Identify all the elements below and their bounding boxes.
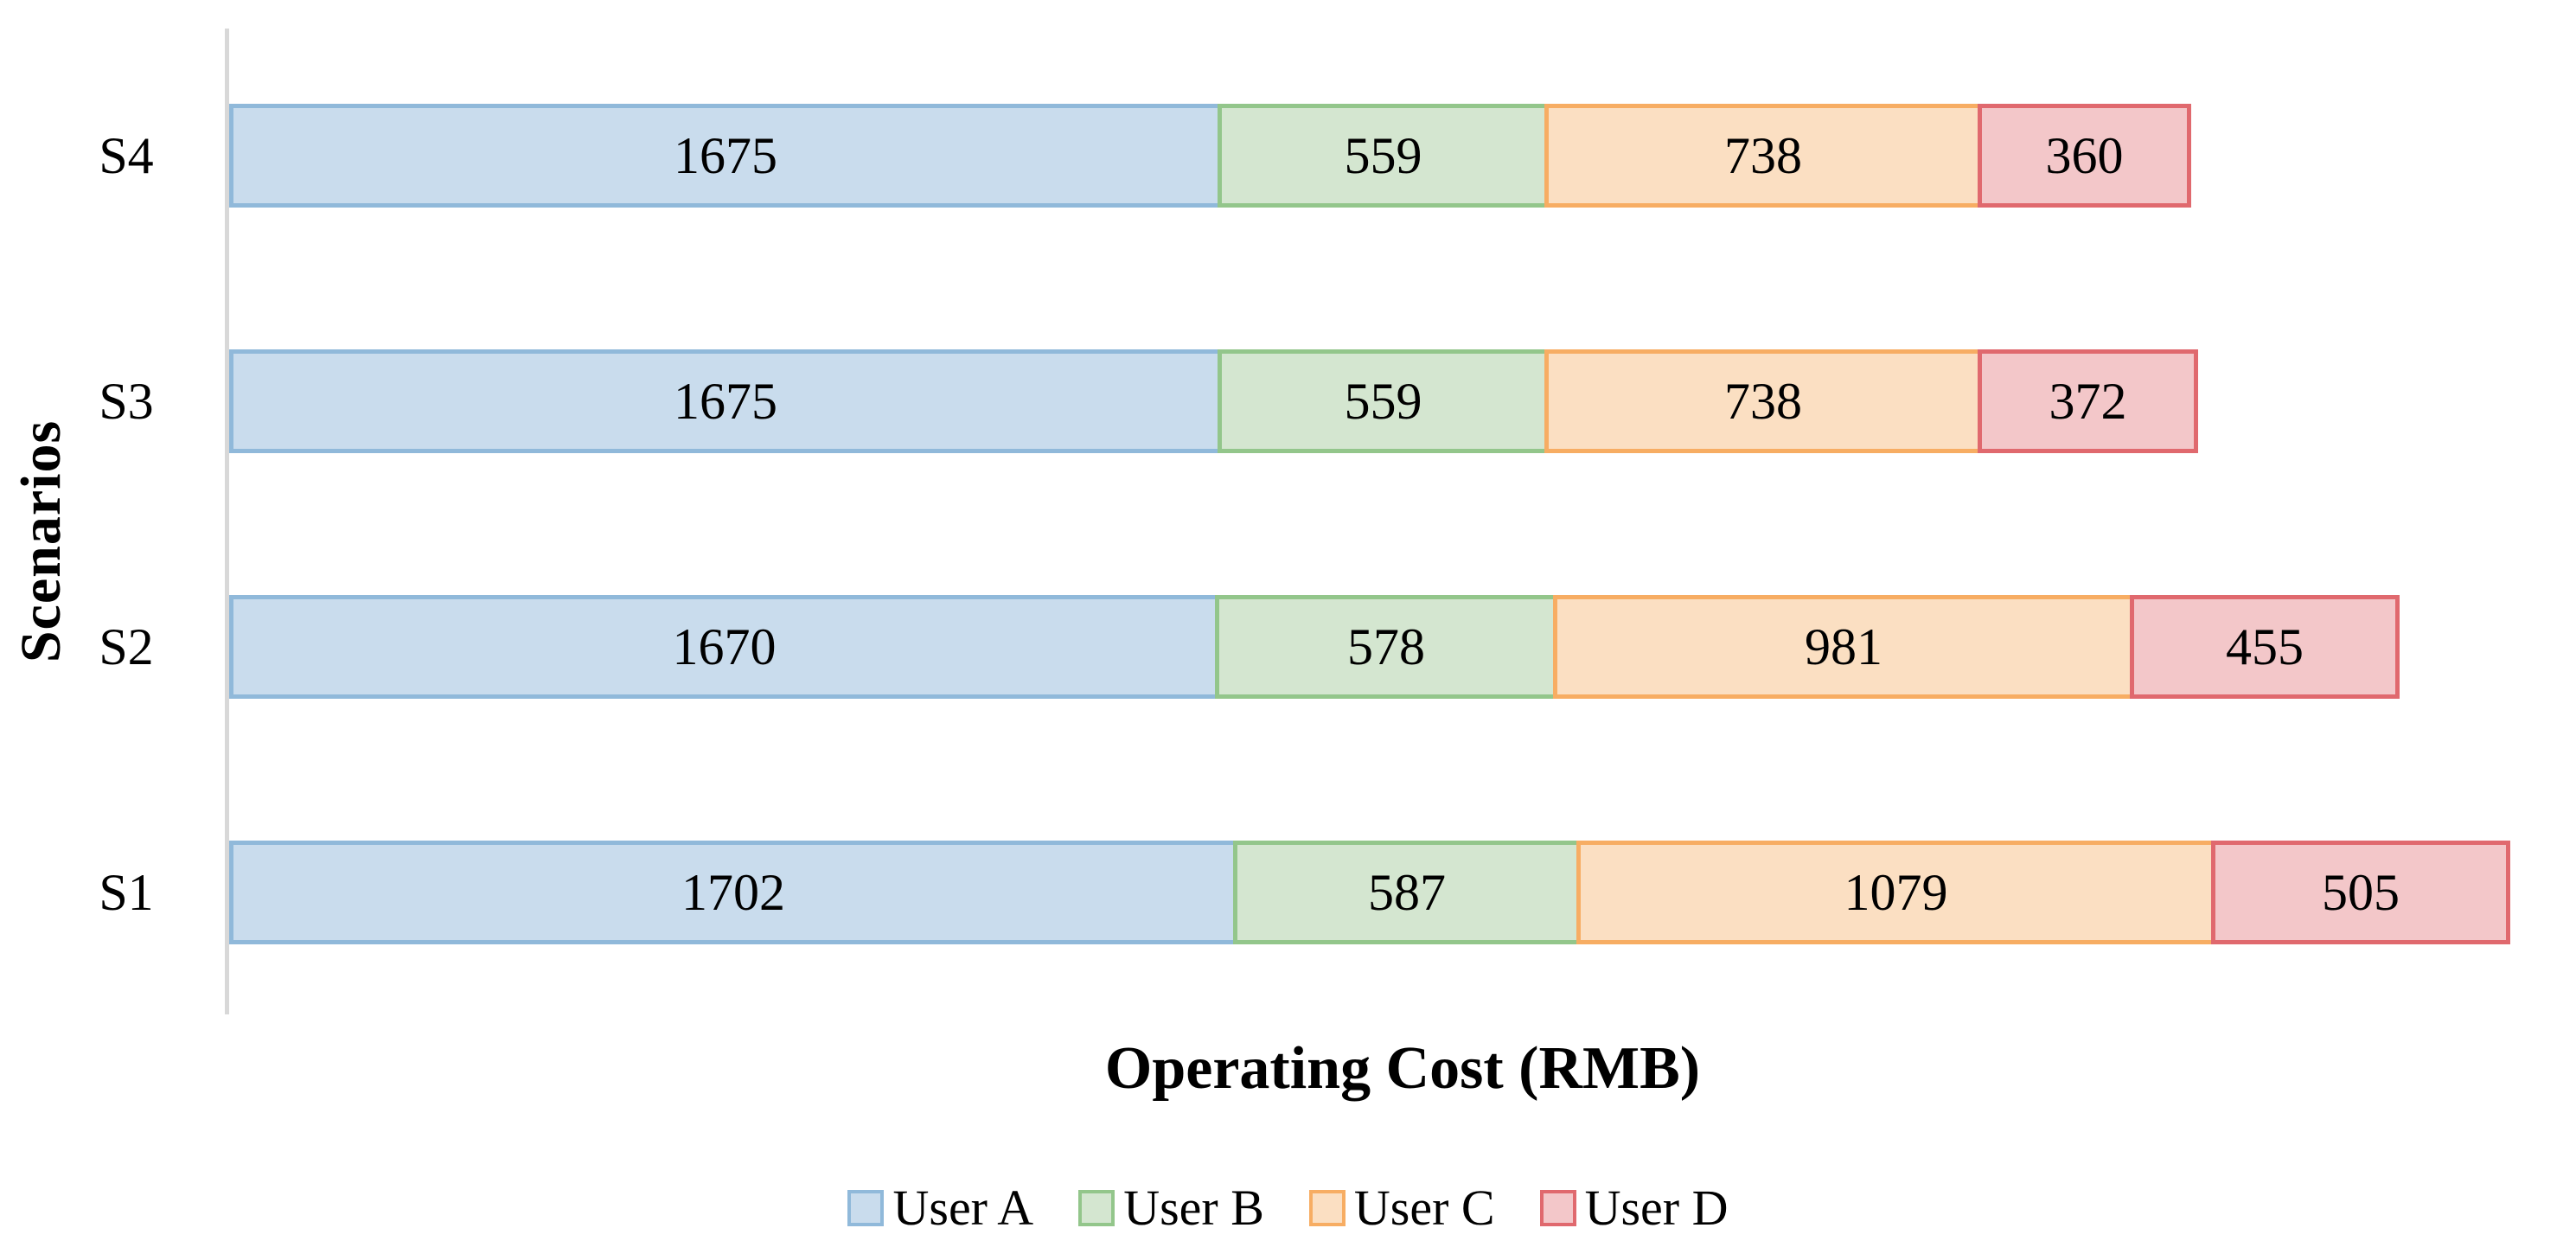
bar-value-label: 1079 xyxy=(1844,864,1948,921)
legend-item-user-c: User C xyxy=(1308,1180,1495,1236)
bar-value-label: 455 xyxy=(2226,618,2304,675)
legend-swatch-icon xyxy=(1078,1190,1115,1226)
legend-label: User D xyxy=(1584,1180,1729,1236)
bar-segment-user-c: 738 xyxy=(1544,349,1982,453)
legend-swatch-icon xyxy=(847,1190,885,1226)
bar-segment-user-d: 455 xyxy=(2130,595,2400,699)
bar-value-label: 1670 xyxy=(672,618,777,675)
legend-item-user-d: User D xyxy=(1539,1180,1729,1236)
bar-row-s3: 1675 559 738 372 xyxy=(229,349,2198,453)
bar-value-label: 1675 xyxy=(674,373,777,430)
category-label-s1: S1 xyxy=(99,863,154,921)
legend-swatch-icon xyxy=(1308,1190,1346,1226)
bar-segment-user-c: 738 xyxy=(1544,104,1982,208)
plot-area: 1675 559 738 360 1675 559 738 372 1670 578 981 455 1… xyxy=(229,29,2576,1014)
bar-value-label: 738 xyxy=(1724,127,1802,184)
bar-segment-user-d: 360 xyxy=(1978,104,2191,208)
bar-segment-user-a: 1670 xyxy=(229,595,1219,699)
bar-row-s4: 1675 559 738 360 xyxy=(229,104,2191,208)
bar-segment-user-b: 559 xyxy=(1218,104,1549,208)
bar-segment-user-b: 559 xyxy=(1218,349,1549,453)
bar-segment-user-a: 1675 xyxy=(229,349,1222,453)
y-axis-line xyxy=(225,29,229,1014)
legend-swatch-icon xyxy=(1539,1190,1576,1226)
bar-segment-user-c: 1079 xyxy=(1576,841,2215,944)
bar-row-s2: 1670 578 981 455 xyxy=(229,595,2400,699)
legend: User A User B User C User D xyxy=(0,1183,2576,1233)
category-label-s4: S4 xyxy=(99,126,154,184)
bar-value-label: 559 xyxy=(1344,127,1422,184)
bar-value-label: 372 xyxy=(2049,373,2127,430)
bar-value-label: 559 xyxy=(1344,373,1422,430)
legend-label: User B xyxy=(1123,1180,1264,1236)
legend-item-user-a: User A xyxy=(847,1183,1033,1233)
bar-segment-user-d: 372 xyxy=(1978,349,2198,453)
bar-value-label: 981 xyxy=(1805,618,1882,675)
bar-segment-user-a: 1675 xyxy=(229,104,1222,208)
category-label-s3: S3 xyxy=(99,372,154,430)
bar-segment-user-c: 981 xyxy=(1553,595,2134,699)
legend-item-user-b: User B xyxy=(1078,1183,1264,1233)
bar-value-label: 505 xyxy=(2322,864,2400,921)
legend-label: User A xyxy=(892,1180,1034,1236)
bar-segment-user-d: 505 xyxy=(2211,841,2510,944)
x-axis-title: Operating Cost (RMB) xyxy=(1104,1035,1701,1102)
bar-value-label: 587 xyxy=(1368,864,1446,921)
bar-row-s1: 1702 587 1079 505 xyxy=(229,841,2510,944)
bar-segment-user-a: 1702 xyxy=(229,841,1237,944)
bar-segment-user-b: 587 xyxy=(1233,841,1581,944)
bar-value-label: 1702 xyxy=(681,864,785,921)
bar-value-label: 738 xyxy=(1724,373,1802,430)
bar-value-label: 1675 xyxy=(674,127,777,184)
bar-segment-user-b: 578 xyxy=(1215,595,1557,699)
legend-label: User C xyxy=(1353,1180,1495,1236)
bar-value-label: 578 xyxy=(1347,618,1425,675)
bar-value-label: 360 xyxy=(2045,127,2124,184)
category-label-s2: S2 xyxy=(99,617,154,675)
